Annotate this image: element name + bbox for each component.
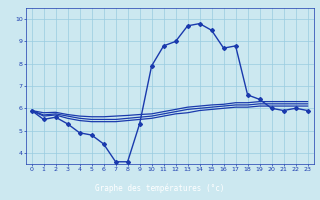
Text: Graphe des températures (°c): Graphe des températures (°c) xyxy=(95,184,225,193)
